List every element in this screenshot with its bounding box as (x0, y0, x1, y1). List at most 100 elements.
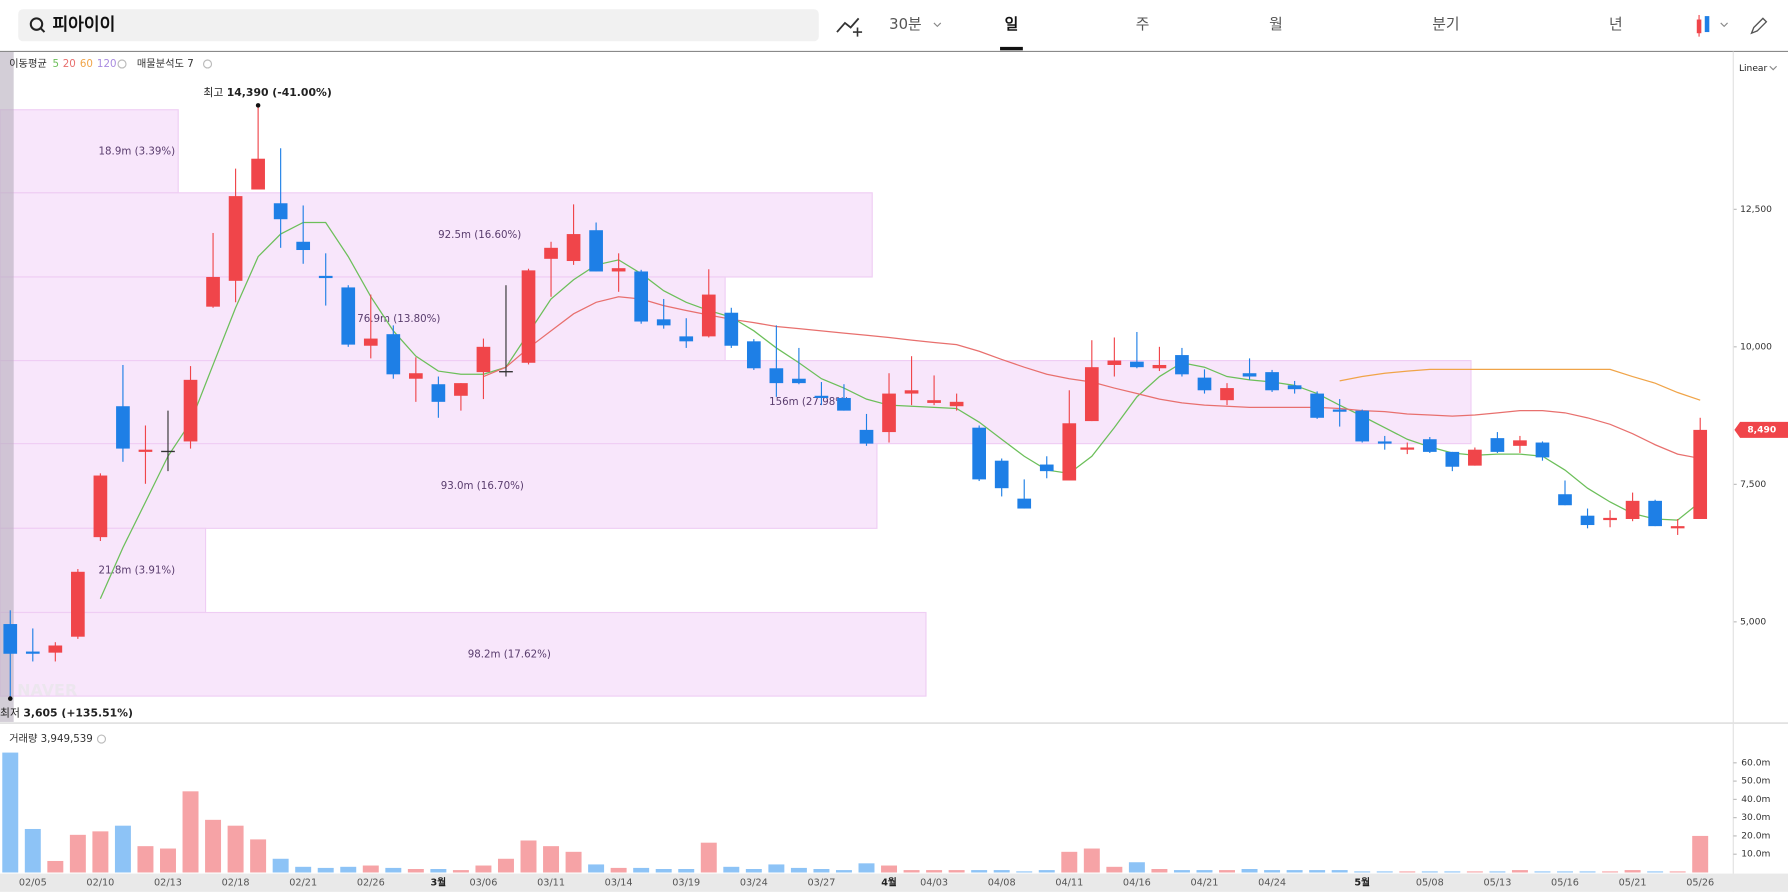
x-tick-label: 02/26 (357, 878, 385, 889)
search-box[interactable] (18, 9, 819, 42)
volume-bar (1602, 871, 1619, 873)
candle-body (454, 383, 468, 396)
close-button[interactable] (202, 59, 213, 69)
candle-body (138, 449, 153, 452)
volume-bar (475, 865, 492, 873)
volume-bar (588, 864, 605, 873)
dropdown-arrow[interactable] (1769, 65, 1778, 71)
volume-bar (745, 869, 762, 873)
plot: 5,000 7,500 10,000 12,500 (3, 105, 1772, 699)
x-tick-label: 02/13 (154, 878, 182, 889)
y-tick-label: 12,500 (1740, 205, 1772, 215)
volume-label: 거래량 3,949,539 (9, 733, 93, 745)
search-icon[interactable] (29, 17, 44, 31)
volume-bar (993, 870, 1010, 873)
volume-bar (1354, 871, 1371, 873)
legend-entry[interactable]: 120 (97, 58, 117, 70)
volume-bar (137, 846, 154, 873)
volume-bar (1151, 869, 1168, 873)
volume-bar (24, 828, 41, 873)
scale-label[interactable]: Linear (1739, 64, 1768, 74)
x-tick-label: 04/24 (1258, 878, 1286, 889)
pencil-icon[interactable] (1750, 17, 1768, 35)
indicator-label[interactable]: 이동평균 (9, 58, 47, 70)
period-tab[interactable]: 분기 (1432, 16, 1459, 33)
candle-body (206, 276, 220, 307)
volume-bar (1331, 870, 1348, 873)
close-button[interactable] (96, 734, 107, 744)
y-tick-label: 5,000 (1740, 617, 1766, 627)
legend-entry[interactable]: 60 (80, 58, 93, 70)
volume-bar (1421, 871, 1438, 873)
volume-bar (430, 869, 447, 873)
x-tick-label: 05/26 (1686, 878, 1714, 889)
candle-body (1445, 451, 1460, 467)
period-tab[interactable]: 30분 (889, 16, 921, 33)
candle-body (228, 196, 243, 281)
volume-tick-label: 40.0m (1741, 795, 1770, 805)
high-prefix: 최고 (203, 86, 223, 99)
search-text[interactable]: 피아이이 (52, 15, 115, 35)
candle-body (71, 571, 85, 637)
candle-body (1535, 442, 1550, 458)
chart-type-icon[interactable] (836, 17, 860, 33)
profile-label: 21.8m (3.91%) (99, 564, 176, 576)
search-icon (39, 27, 46, 33)
dropdown-arrow[interactable] (1720, 22, 1728, 28)
candle-body (1310, 393, 1324, 418)
period-tab[interactable]: 월 (1269, 16, 1283, 33)
dropdown-arrow[interactable] (933, 22, 942, 28)
candle-body (1693, 429, 1708, 519)
candle-body (25, 651, 40, 654)
period-tab[interactable]: 년 (1609, 16, 1623, 33)
legend-entry[interactable]: 5 (52, 58, 59, 70)
profile-band (0, 611, 927, 697)
volume-bar (1444, 871, 1461, 873)
x-tick-label: 04/16 (1123, 878, 1151, 889)
period-tab[interactable]: 주 (1136, 16, 1150, 33)
candle-body (251, 158, 265, 190)
volume-bar (1489, 871, 1506, 873)
volume-bar (407, 869, 424, 873)
volume-bar (903, 870, 920, 873)
legend-entry[interactable]: 20 (63, 58, 76, 70)
candle-body (679, 336, 694, 342)
x-tick-label: 05/16 (1551, 878, 1579, 889)
volume-bar (1466, 871, 1483, 873)
volume-bar (1241, 869, 1258, 873)
candle-body (183, 379, 198, 442)
volume-bar (1083, 848, 1100, 873)
candle-body (318, 275, 333, 279)
profile-label[interactable]: 매물분석도 7 (137, 58, 194, 70)
candle-body (273, 203, 288, 220)
volume-bar (1557, 871, 1573, 873)
candle-body (656, 319, 671, 326)
x-tick-label: 5월 (1354, 877, 1370, 889)
candle-body (48, 645, 63, 653)
volume-bar (700, 842, 717, 873)
period-tab[interactable]: 일 (1005, 16, 1019, 33)
volume-bar (565, 851, 582, 873)
volume-bar (858, 863, 875, 873)
candle-body (431, 384, 446, 402)
candle-body (1603, 517, 1617, 521)
candle-body (93, 475, 108, 538)
candle-body (116, 406, 130, 449)
candle-body (386, 334, 401, 375)
candle-body (161, 450, 175, 453)
volume-bar (1286, 870, 1303, 873)
x-tick-label: 04/03 (920, 878, 948, 889)
candle-body (1107, 360, 1122, 365)
candle-body (1400, 447, 1415, 450)
x-tick-label: 03/19 (672, 878, 700, 889)
volume-bar (971, 870, 988, 873)
volume-bar (160, 848, 176, 873)
candle-body (476, 346, 491, 373)
x-tick-label: 04/21 (1191, 878, 1219, 889)
volume-bar (1376, 871, 1393, 873)
close-button[interactable] (117, 59, 127, 69)
candle-body (1580, 515, 1595, 526)
volume-bar (948, 870, 965, 873)
volume-bar (1309, 870, 1326, 873)
